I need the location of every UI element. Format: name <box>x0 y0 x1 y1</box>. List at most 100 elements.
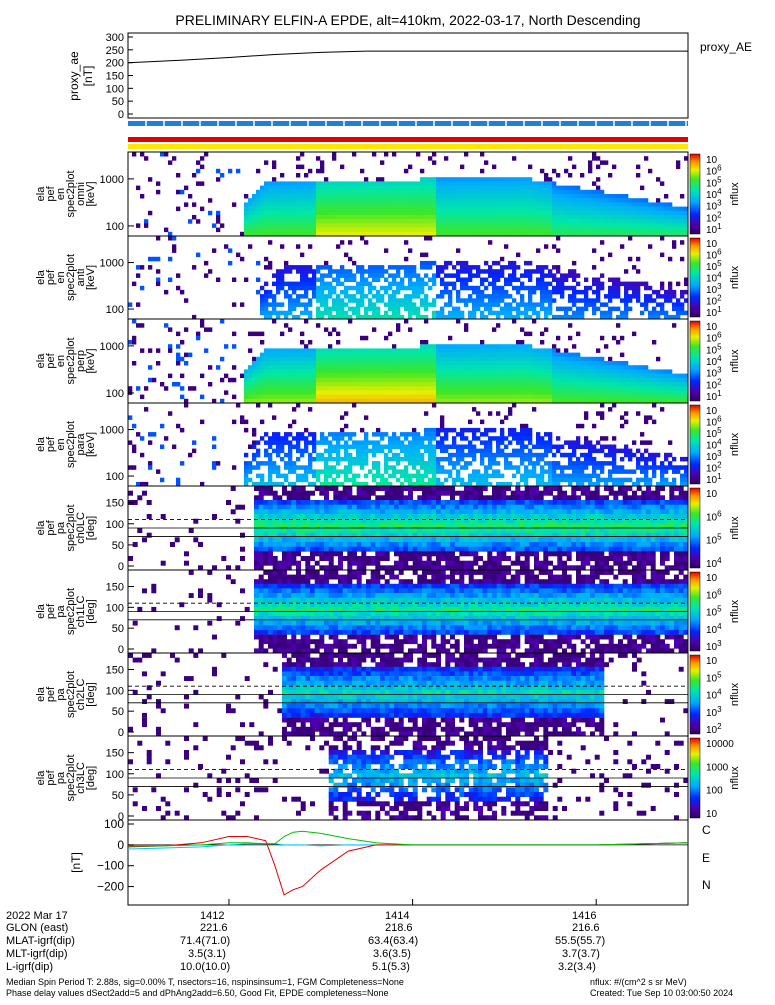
spectrogram-cell <box>576 298 580 303</box>
spectrogram-cell <box>440 211 444 216</box>
spectrogram-cell <box>344 357 348 362</box>
spectrogram-cell <box>596 307 600 312</box>
spectrogram-cell <box>392 386 396 391</box>
spectrogram-cell <box>512 156 516 161</box>
spectrogram-cell <box>148 348 152 353</box>
spectrogram-cell <box>616 219 620 224</box>
spectrogram-cell <box>404 361 408 366</box>
spectrogram-cell <box>656 219 660 224</box>
spectrogram-cell <box>388 228 392 233</box>
spectrogram-cell <box>348 378 352 383</box>
spectrogram-cell <box>468 298 472 303</box>
spectrogram-cell <box>484 382 488 387</box>
spectrogram-cell <box>564 307 568 312</box>
spectrogram-cell <box>300 474 304 479</box>
spectrogram-cell <box>560 190 564 195</box>
spectrogram-cell <box>524 432 528 437</box>
spectrogram-cell <box>396 311 400 316</box>
spectrogram-cell <box>568 440 572 445</box>
spectrogram-cell <box>504 219 508 224</box>
spectrogram-cell <box>404 432 408 437</box>
spectrogram-cell <box>668 202 672 207</box>
spectrogram-cell <box>364 194 368 199</box>
spectrogram-cell <box>312 474 316 479</box>
spectrogram-cell <box>680 311 684 316</box>
spectrogram-cell <box>196 336 200 341</box>
spectrogram-cell <box>656 207 660 212</box>
spectrogram-cell <box>424 340 428 345</box>
spectrogram-cell <box>232 302 236 307</box>
spectrogram-cell <box>428 190 432 195</box>
spectrogram-cell <box>604 219 608 224</box>
spectrogram-cell <box>364 311 368 316</box>
spectrogram-cell <box>644 440 648 445</box>
spectrogram-cell <box>268 365 272 370</box>
spectrogram-cell <box>604 202 608 207</box>
spectrogram-cell <box>404 298 408 303</box>
spectrogram-cell <box>284 474 288 479</box>
spectrogram-cell <box>276 290 280 295</box>
spectrogram-cell <box>480 390 484 395</box>
spectrogram-cell <box>624 298 628 303</box>
spectrogram-cell <box>440 361 444 366</box>
spectrogram-cell <box>492 353 496 358</box>
spectrogram-cell <box>540 340 544 345</box>
spectrogram-cell <box>284 436 288 441</box>
spectrogram-cell <box>392 152 396 157</box>
spectrogram-cell <box>492 207 496 212</box>
spectrogram-cell <box>560 273 564 278</box>
spectrogram-cell <box>356 374 360 379</box>
spectrogram-cell <box>516 181 520 186</box>
spectrogram-cell <box>352 382 356 387</box>
spectrogram-cell <box>412 190 416 195</box>
spectrogram-cell <box>300 374 304 379</box>
spectrogram-cell <box>528 469 532 474</box>
spectrogram-cell <box>452 361 456 366</box>
spectrogram-cell <box>548 469 552 474</box>
spectrogram-cell <box>420 436 424 441</box>
spectrogram-cell <box>548 378 552 383</box>
spectrogram-cell <box>380 207 384 212</box>
spectrogram-cell <box>416 436 420 441</box>
spectrogram-cell <box>180 461 184 466</box>
spectrogram-cell <box>416 181 420 186</box>
spectrogram-cell <box>588 194 592 199</box>
spectrogram-cell <box>344 369 348 374</box>
spectrogram-cell <box>556 378 560 383</box>
spectrogram-cell <box>344 219 348 224</box>
spectrogram-cell <box>664 219 668 224</box>
spectrogram-cell <box>540 390 544 395</box>
spectrogram-cell <box>548 273 552 278</box>
spectrogram-cell <box>376 273 380 278</box>
spectrogram-cell <box>336 202 340 207</box>
spectrogram-cell <box>256 395 260 400</box>
spectrogram-cell <box>520 294 524 299</box>
spectrogram-cell <box>312 278 316 283</box>
spectrogram-cell <box>500 257 504 262</box>
spectrogram-cell <box>344 253 348 258</box>
spectrogram-cell <box>376 215 380 220</box>
spectrogram-cell <box>256 461 260 466</box>
spectrogram-cell <box>632 198 636 203</box>
spectrogram-cell <box>380 177 384 182</box>
spectrogram-cell <box>400 282 404 287</box>
spectrogram-cell <box>428 198 432 203</box>
spectrogram-cell <box>132 282 136 287</box>
spectrogram-cell <box>352 474 356 479</box>
spectrogram-cell <box>508 348 512 353</box>
spectrogram-cell <box>264 361 268 366</box>
spectrogram-cell <box>440 436 444 441</box>
spectrogram-cell <box>476 223 480 228</box>
spectrogram-cell <box>500 353 504 358</box>
spectrogram-cell <box>612 382 616 387</box>
spectrogram-cell <box>456 348 460 353</box>
spectrogram-cell <box>676 223 680 228</box>
spectrogram-cell <box>500 369 504 374</box>
spectrogram-cell <box>312 348 316 353</box>
spectrogram-cell <box>276 202 280 207</box>
spectrogram-cell <box>564 440 568 445</box>
spectrogram-cell <box>616 307 620 312</box>
spectrogram-cell <box>408 202 412 207</box>
spectrogram-cell <box>532 307 536 312</box>
